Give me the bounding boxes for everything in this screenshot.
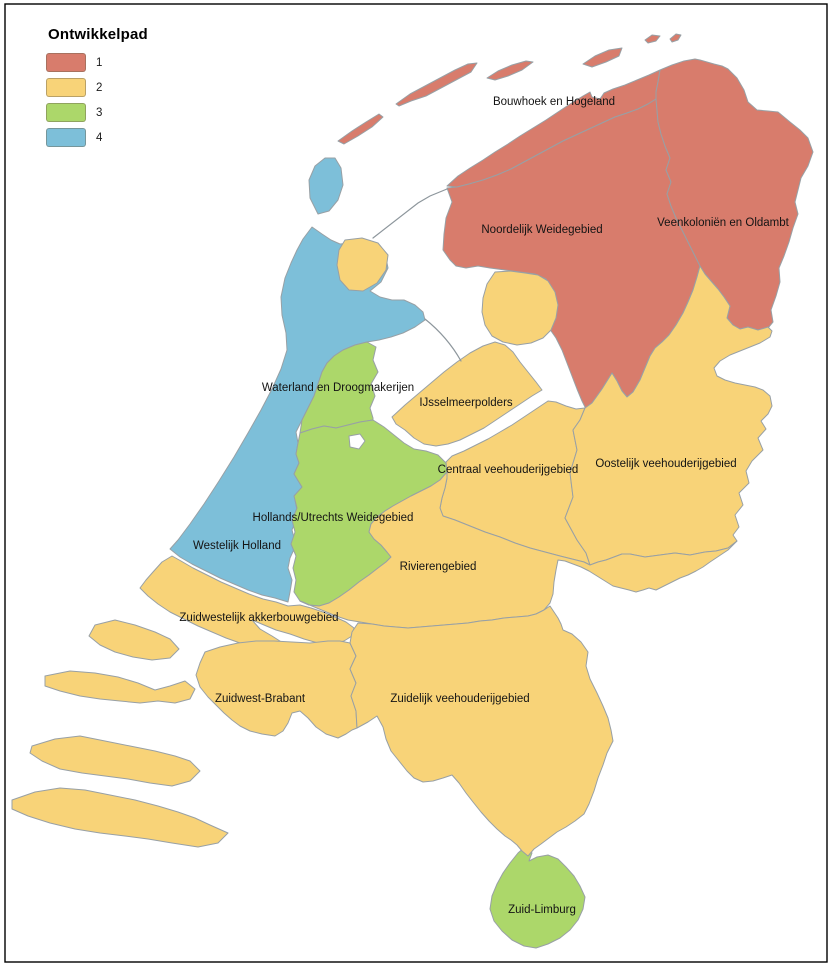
region-ijsselmeerpolders-flevoland	[391, 341, 543, 447]
region-label: Rivierengebied	[400, 561, 477, 573]
wadden-island-ameland	[486, 60, 534, 81]
legend-title: Ontwikkelpad	[48, 26, 148, 43]
region-zuidwestelijk-akkerbouwgebied-zeeuwsvlaanderen	[11, 787, 229, 848]
inland-lake	[348, 433, 366, 450]
region-label: Waterland en Droogmakerijen	[262, 382, 414, 394]
regions-pad-2	[11, 237, 773, 857]
legend-item-1: 1	[46, 53, 148, 72]
region-label: Zuidwest-Brabant	[215, 693, 306, 705]
region-ijsselmeerpolders-wieringermeer	[336, 237, 389, 292]
legend-swatch-4	[46, 128, 86, 147]
region-veenkolonien-en-oldambt	[655, 58, 814, 331]
island-texel	[308, 157, 344, 215]
legend-label-1: 1	[96, 56, 103, 69]
region-zuidelijk-veehouderijgebied	[349, 605, 614, 857]
wadden-island-schiermonnikoog	[582, 47, 623, 68]
dikes	[372, 188, 462, 362]
wadden-island-small-west	[644, 34, 661, 44]
legend: Ontwikkelpad 1 2 3 4	[46, 26, 148, 153]
region-label: Zuidelijk veehouderijgebied	[390, 693, 529, 705]
map-labels: Bouwhoek en Hogeland Noordelijk Weidegebi…	[179, 96, 789, 916]
region-label: Westelijk Holland	[193, 540, 281, 552]
legend-swatch-2	[46, 78, 86, 97]
afsluitdijk-line	[372, 188, 448, 239]
legend-label-3: 3	[96, 106, 103, 119]
region-zuidwestelijk-akkerbouwgebied-goeree	[88, 619, 180, 661]
wadden-island-small-east	[669, 33, 682, 43]
region-zuidwest-brabant	[195, 640, 358, 739]
legend-swatch-3	[46, 103, 86, 122]
legend-label-2: 2	[96, 81, 103, 94]
legend-label-4: 4	[96, 131, 103, 144]
houtribdijk-line	[424, 318, 462, 362]
region-label: Oostelijk veehouderijgebied	[595, 458, 736, 470]
region-zuidwestelijk-akkerbouwgebied-schouwen	[44, 670, 196, 704]
region-label: Centraal veehouderijgebied	[438, 464, 579, 476]
region-label: Noordelijk Weidegebied	[481, 224, 602, 236]
region-zuid-limburg	[489, 845, 586, 949]
region-label: IJsselmeerpolders	[419, 397, 513, 409]
region-label: Bouwhoek en Hogeland	[493, 96, 615, 108]
legend-item-4: 4	[46, 128, 148, 147]
map-frame	[4, 3, 828, 963]
region-label: Hollands/Utrechts Weidegebied	[253, 512, 414, 524]
region-zuidwestelijk-akkerbouwgebied-walcheren	[29, 735, 201, 787]
region-zuidwestelijk-akkerbouwgebied-band	[139, 555, 355, 655]
region-label: Zuid-Limburg	[508, 904, 576, 916]
region-label: Veenkoloniën en Oldambt	[657, 217, 790, 229]
legend-swatch-1	[46, 53, 86, 72]
wadden-island-terschelling	[395, 62, 478, 107]
wadden-island-vlieland	[337, 113, 384, 145]
region-label: Zuidwestelijk akkerbouwgebied	[179, 612, 338, 624]
region-ijsselmeerpolders-noordoostpolder	[481, 270, 559, 346]
legend-item-2: 2	[46, 78, 148, 97]
legend-item-3: 3	[46, 103, 148, 122]
